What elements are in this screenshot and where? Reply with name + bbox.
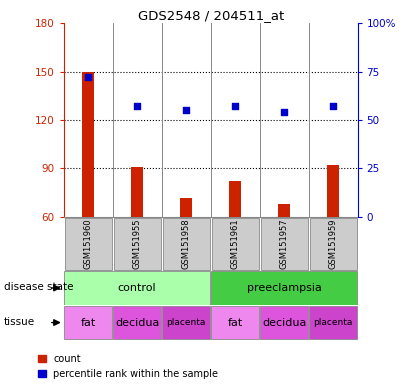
Legend: count, percentile rank within the sample: count, percentile rank within the sample (38, 354, 218, 379)
Bar (113, 306, 161, 339)
Bar (278, 204, 290, 217)
Text: placenta: placenta (166, 318, 206, 327)
Text: disease state: disease state (4, 282, 74, 292)
Text: GSM151961: GSM151961 (231, 218, 240, 269)
Point (232, 103, 238, 109)
Bar (211, 271, 357, 305)
Bar (163, 218, 210, 270)
Title: GDS2548 / 204511_at: GDS2548 / 204511_at (138, 9, 284, 22)
Bar (327, 165, 339, 217)
Text: fat: fat (228, 318, 243, 328)
Point (183, 107, 189, 113)
Text: GSM151958: GSM151958 (182, 218, 191, 269)
Bar (212, 218, 259, 270)
Text: decidua: decidua (115, 318, 159, 328)
Point (281, 109, 287, 115)
Bar (65, 218, 112, 270)
Bar (64, 271, 210, 305)
Bar (162, 306, 210, 339)
Bar (131, 167, 143, 217)
Text: GSM151960: GSM151960 (84, 218, 93, 269)
Text: GSM151955: GSM151955 (133, 218, 142, 269)
Text: GSM151957: GSM151957 (279, 218, 289, 269)
Point (330, 103, 336, 109)
Bar (64, 306, 112, 339)
Bar (260, 306, 308, 339)
Bar (309, 218, 357, 270)
Bar (180, 198, 192, 217)
Text: decidua: decidua (262, 318, 306, 328)
Bar (82, 71, 94, 217)
Point (85, 74, 92, 80)
Bar (309, 306, 357, 339)
Text: control: control (118, 283, 157, 293)
Text: placenta: placenta (314, 318, 353, 327)
Text: tissue: tissue (4, 317, 35, 327)
Bar (211, 306, 259, 339)
Bar (114, 218, 161, 270)
Bar (229, 181, 241, 217)
Point (134, 103, 141, 109)
Text: preeclampsia: preeclampsia (247, 283, 321, 293)
Text: fat: fat (81, 318, 96, 328)
Text: GSM151959: GSM151959 (328, 218, 337, 269)
Bar (261, 218, 307, 270)
